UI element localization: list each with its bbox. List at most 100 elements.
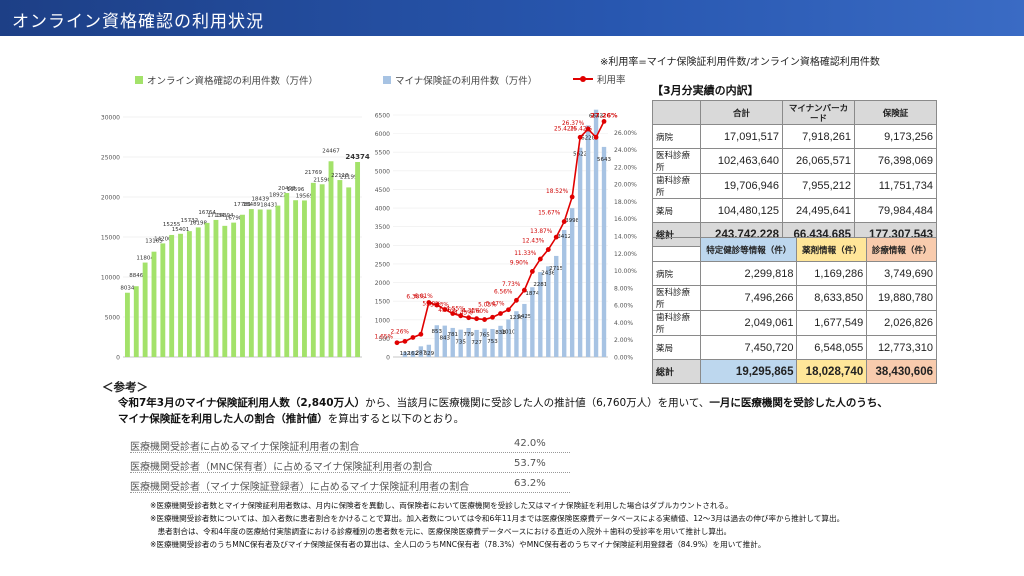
bar (151, 251, 157, 357)
data-label: 21590 (313, 177, 331, 183)
bar (160, 243, 166, 357)
y-tick-label: 500 (379, 336, 391, 343)
y-tick-label: 3500 (375, 224, 390, 231)
usage-rate-point (410, 335, 416, 340)
bar (554, 255, 559, 357)
table-cell: 12,773,310 (866, 335, 937, 360)
data-label: 329 (424, 351, 435, 357)
legend-label: オンライン資格確認の利用件数（万件） (147, 76, 319, 87)
bar (319, 184, 325, 357)
usage-rate-point (521, 287, 527, 293)
rate-label: 26.37% (562, 121, 585, 127)
rate-label: 7.73% (502, 282, 521, 288)
legend-swatch-red (573, 74, 593, 84)
table-cell: 7,496,266 (699, 285, 798, 311)
row-label: 医科診療所 (652, 148, 701, 174)
rate-label: 5.03% (430, 303, 449, 309)
bar (562, 229, 567, 357)
ratio-label: 医療機関受診者（マイナ保険証登録者）に占めるマイナ保険証利用者の割合 (130, 482, 470, 493)
table-cell: 7,918,261 (782, 124, 855, 149)
bar (530, 287, 535, 357)
bar (506, 319, 511, 357)
usage-rate-point (418, 331, 424, 337)
bar (231, 222, 237, 357)
data-label: 6220 (581, 135, 595, 141)
rate-label: 4.43% (454, 311, 473, 317)
bar (466, 327, 471, 357)
rate-label: 12.43% (522, 239, 545, 245)
rate-label: 13.87% (530, 229, 553, 235)
table-cell: 2,026,826 (866, 310, 937, 336)
table-cell: 2,299,818 (699, 261, 798, 286)
rate-label: 5.47% (486, 302, 505, 308)
data-label: 21199 (340, 174, 358, 180)
data-label: 21769 (305, 170, 323, 176)
table-cell: 17,091,517 (700, 124, 783, 149)
data-label: 18489 (243, 202, 261, 208)
data-label: 838 (495, 330, 506, 336)
bar (450, 327, 455, 357)
rate-label: 27.26% (590, 111, 618, 119)
footnote: ※医療機関受診者数とマイナ保険証利用者数は、月内に保険者を異動し、両保険者におい… (150, 501, 733, 510)
bar (402, 352, 408, 357)
legend-mynacard-usage: マイナ保険証の利用件数（万件） (383, 73, 537, 87)
rate-label: 4.76% (438, 308, 457, 314)
table-row: 薬局 104,480,125 24,495,641 79,984,484 (652, 198, 937, 223)
ratio-value: 42.0% (514, 438, 546, 449)
data-label: 2436 (541, 270, 555, 276)
usage-rate-point (458, 313, 464, 319)
bar (213, 219, 219, 357)
y-tick-label: 25000 (101, 155, 120, 162)
data-label: 16764 (198, 210, 216, 216)
bar (458, 329, 463, 357)
data-label: 1010 (501, 329, 515, 335)
usage-rate-point (529, 269, 535, 274)
y-tick-label: 30000 (101, 115, 120, 122)
rate-label: 9.90% (510, 260, 529, 266)
bar (593, 109, 599, 358)
data-label: 13165 (145, 239, 163, 245)
data-label: 24467 (322, 148, 340, 154)
bar (240, 214, 245, 357)
table-header-cell (652, 237, 701, 262)
table-row: 歯科診療所 2,049,061 1,677,549 2,026,826 (652, 310, 937, 336)
ratio-value: 53.7% (514, 458, 546, 469)
bar (169, 234, 175, 357)
table-cell: 18,028,740 (796, 359, 868, 384)
ratio-row: 医療機関受診者に占めるマイナ保険証利用者の割合 42.0% (130, 435, 570, 453)
data-label: 753 (487, 339, 498, 345)
row-label: 歯科診療所 (652, 310, 701, 336)
bar (310, 182, 316, 357)
data-label: 18922 (269, 193, 287, 199)
usage-rate-point (601, 118, 607, 124)
usage-rate-point (514, 297, 519, 303)
table-cell: 11,751,734 (854, 173, 937, 199)
para-bold: 令和7年3月のマイナ保険証利用人数（2,840万人） (118, 397, 366, 409)
bar (328, 161, 334, 357)
usage-rate-point (426, 300, 432, 305)
para-bold: 一月に医療機関を受診した人のうち、 (709, 397, 888, 409)
y-tick-label: 4000 (375, 206, 390, 213)
data-label: 853 (432, 329, 443, 335)
table-row: 病院 2,299,818 1,169,286 3,749,690 (652, 261, 937, 286)
y2-tick-label: 12.00% (614, 251, 637, 258)
table-cell: 7,450,720 (699, 335, 798, 360)
usage-rate-point (569, 194, 575, 200)
table-cell: 19,295,865 (699, 359, 798, 384)
usage-rate-point (545, 247, 551, 252)
usage-rate-note: ※利用率=マイナ保険証利用件数/オンライン資格確認利用件数 (600, 57, 880, 68)
footnote: ※医療機関受診者のうちMNC保有者及びマイナ保険証保有者の算出は、全人口のうちM… (150, 540, 766, 549)
data-label: 735 (455, 340, 466, 346)
usage-rate-point (466, 315, 472, 321)
bar (577, 147, 583, 357)
usage-rate-point (482, 317, 487, 322)
bar (257, 209, 263, 357)
bar (266, 209, 272, 357)
data-label: 765 (479, 333, 490, 339)
y2-tick-label: 20.00% (614, 182, 637, 189)
row-label: 歯科診療所 (652, 173, 701, 199)
row-label: 病院 (652, 124, 701, 149)
data-label: 1874 (525, 291, 539, 297)
y-tick-label: 3000 (375, 243, 390, 250)
bar (601, 146, 607, 357)
